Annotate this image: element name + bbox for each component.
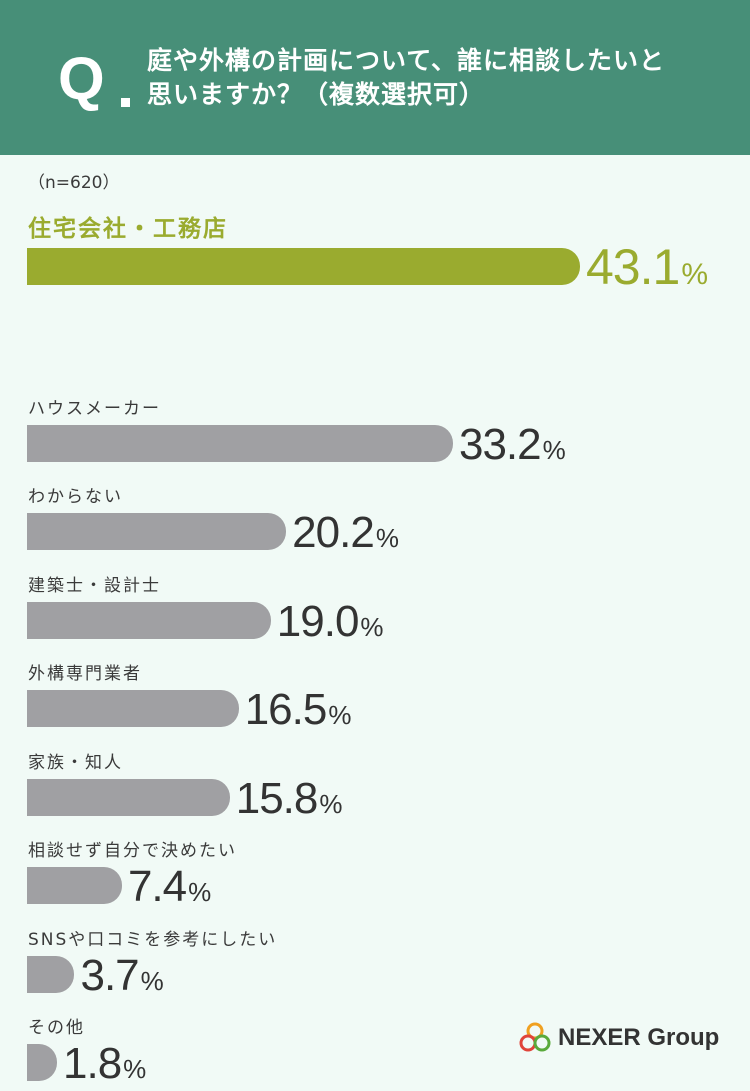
value-unit: % xyxy=(375,523,399,553)
value-unit: % xyxy=(188,877,212,907)
value-number: 1.8 xyxy=(63,1039,122,1088)
bar xyxy=(27,248,580,285)
brand-logo: NEXER Group xyxy=(518,1020,719,1056)
category-label: ハウスメーカー xyxy=(28,398,161,419)
bar xyxy=(27,601,271,639)
q-dot xyxy=(121,98,130,107)
value-label: 19.0% xyxy=(276,596,384,649)
bar xyxy=(27,867,122,904)
value-number: 15.8 xyxy=(235,773,319,823)
nexer-logo-icon xyxy=(519,1022,551,1052)
value-label: 16.5% xyxy=(245,688,352,737)
brand-name: NEXER Group xyxy=(558,1024,720,1051)
bar xyxy=(27,513,287,550)
sample-size: （n=620） xyxy=(28,173,120,193)
q-mark: Q xyxy=(58,45,105,112)
question-header: Q 庭や外構の計画について、誰に相談したいと 思いますか？（複数選択可） xyxy=(0,0,750,155)
value-unit: % xyxy=(140,965,164,996)
value-label: 43.1% xyxy=(586,242,708,300)
category-label: SNSや口コミを参考にしたい xyxy=(28,929,278,950)
value-label: 7.4% xyxy=(128,865,211,914)
value-number: 19.0 xyxy=(276,596,360,646)
value-label: 20.2% xyxy=(292,511,399,560)
value-unit: % xyxy=(123,1054,147,1084)
category-label: その他 xyxy=(28,1018,85,1038)
bar xyxy=(27,1044,57,1081)
category-label: 外構専門業者 xyxy=(28,664,142,684)
bar xyxy=(27,690,239,727)
value-unit: % xyxy=(328,700,352,730)
question-line-1: 庭や外構の計画について、誰に相談したいと xyxy=(147,46,666,75)
question-line-2: 思いますか？（複数選択可） xyxy=(147,80,486,109)
question-text: 庭や外構の計画について、誰に相談したいと 思いますか？（複数選択可） xyxy=(147,44,727,112)
bar xyxy=(27,955,75,993)
value-label: 1.8% xyxy=(63,1042,146,1091)
bar xyxy=(27,778,230,816)
category-label: 家族・知人 xyxy=(28,752,123,773)
value-label: 3.7% xyxy=(80,950,164,1003)
bar xyxy=(27,424,453,462)
value-number: 43.1 xyxy=(586,239,680,295)
value-number: 3.7 xyxy=(80,950,139,1000)
value-unit: % xyxy=(681,258,709,291)
value-number: 7.4 xyxy=(127,862,187,911)
value-number: 16.5 xyxy=(244,685,328,734)
value-unit: % xyxy=(360,611,384,642)
category-label: 住宅会社・工務店 xyxy=(28,216,228,242)
category-label: 建築士・設計士 xyxy=(28,575,161,596)
category-label: 相談せず自分で決めたい xyxy=(28,841,237,861)
value-unit: % xyxy=(319,788,343,819)
value-label: 15.8% xyxy=(235,773,343,826)
category-label: わからない xyxy=(28,487,123,507)
value-unit: % xyxy=(542,434,566,465)
value-number: 33.2 xyxy=(458,419,542,469)
value-number: 20.2 xyxy=(292,508,375,557)
value-label: 33.2% xyxy=(458,419,566,472)
